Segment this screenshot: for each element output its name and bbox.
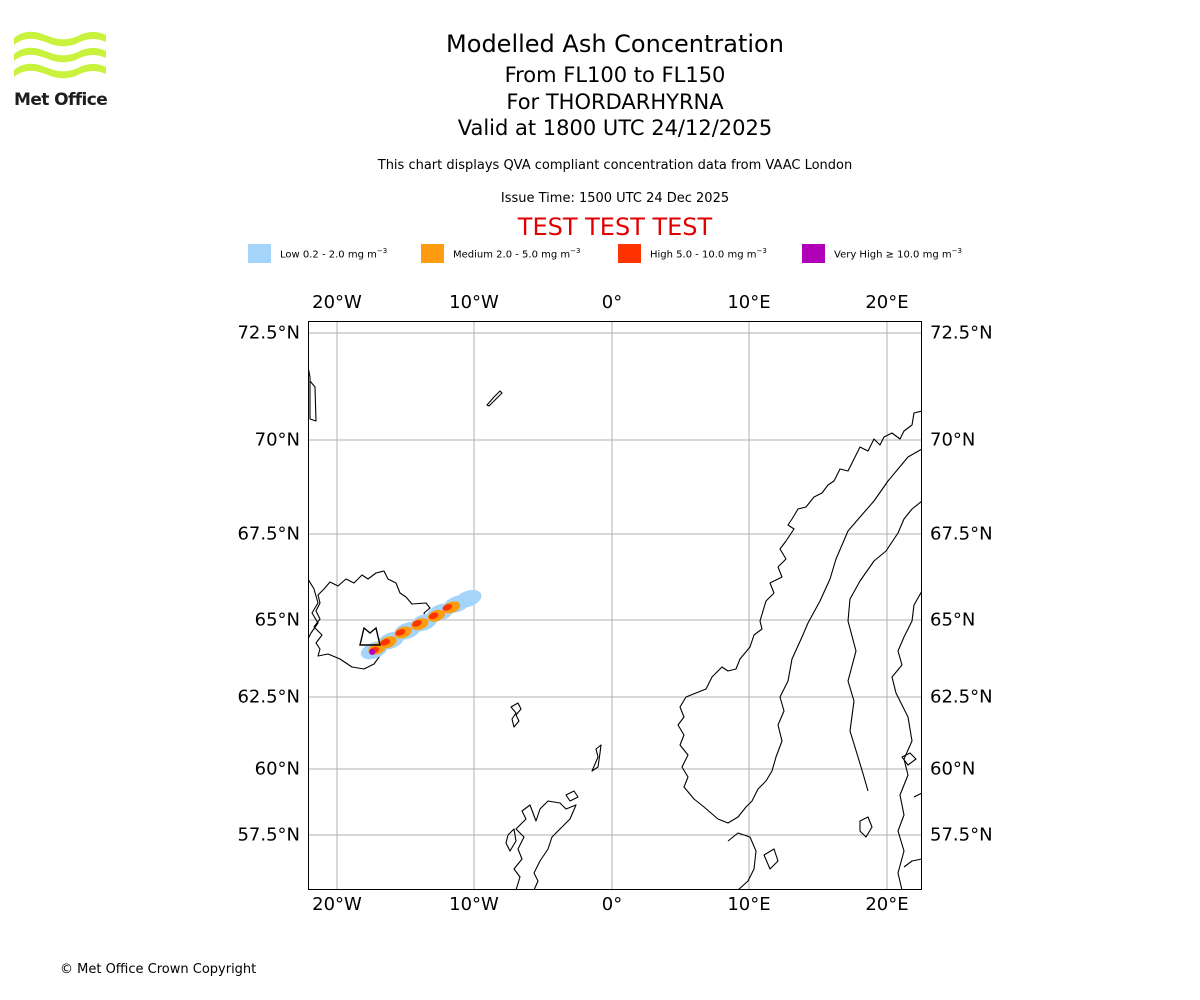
- ash-high-blob: [380, 638, 391, 646]
- legend-swatch-very-high: [802, 244, 825, 263]
- ash-high-blob: [442, 604, 453, 611]
- legend-swatch-high: [618, 244, 641, 263]
- lat-tick-left: 57.5°N: [237, 824, 300, 846]
- lon-tick-top: 10°W: [449, 292, 499, 313]
- legend-label-medium: Medium 2.0 - 5.0 mg m: [453, 249, 571, 261]
- orkney-coast: [565, 790, 579, 802]
- legend-item-high: High 5.0 - 10.0 mg m−3: [618, 244, 767, 263]
- lat-tick-left: 70°N: [254, 429, 300, 451]
- legend-label-low: Low 0.2 - 2.0 mg m: [280, 249, 377, 261]
- finland-coast: [903, 858, 922, 868]
- greenland-coast: [308, 578, 319, 640]
- map-frame: [308, 321, 922, 890]
- ash-high-blob: [395, 629, 406, 636]
- baltic-island-coast: [901, 752, 917, 766]
- legend-swatch-medium: [421, 244, 444, 263]
- lat-tick-left: 65°N: [254, 609, 300, 631]
- shetland-coast: [591, 744, 602, 772]
- jan-mayen-coast: [486, 390, 503, 407]
- legend-item-low: Low 0.2 - 2.0 mg m−3: [248, 244, 387, 263]
- lat-tick-right: 60°N: [930, 758, 976, 780]
- qva-compliance-note: This chart displays QVA compliant concen…: [377, 158, 853, 173]
- lat-tick-right: 62.5°N: [930, 686, 993, 708]
- met-office-logo: Met Office: [14, 30, 108, 112]
- ash-low-blob: [454, 589, 482, 608]
- denmark-coast: [763, 848, 779, 870]
- faroe-coast: [510, 702, 522, 728]
- ash-high-blob: [428, 612, 439, 620]
- denmark-coast: [727, 832, 757, 890]
- legend-unit-exponent: −3: [376, 246, 388, 255]
- ash-concentration-map[interactable]: [308, 321, 922, 890]
- met-office-wave-logo-icon: [14, 31, 106, 79]
- norway-coast: [677, 410, 922, 824]
- issue-time: Issue Time: 1500 UTC 24 Dec 2025: [500, 191, 730, 206]
- lat-tick-left: 67.5°N: [237, 523, 300, 545]
- legend-swatch-low: [248, 244, 271, 263]
- lat-tick-right: 65°N: [930, 609, 976, 631]
- lon-tick-bottom: 20°E: [865, 894, 909, 915]
- test-banner: TEST TEST TEST: [517, 213, 713, 241]
- legend-label-high: High 5.0 - 10.0 mg m: [650, 249, 757, 261]
- lon-tick-bottom: 0°: [601, 894, 623, 915]
- copyright: © Met Office Crown Copyright: [60, 962, 257, 977]
- lon-tick-top: 10°E: [727, 292, 771, 313]
- volcano-icon: [359, 626, 381, 646]
- chart-title: Modelled Ash Concentration: [446, 30, 784, 58]
- lat-tick-right: 57.5°N: [930, 824, 993, 846]
- graticule: [308, 321, 922, 890]
- legend-item-very-high: Very High ≥ 10.0 mg m−3: [802, 244, 962, 263]
- coastlines: [308, 366, 922, 890]
- ash-high-blob: [412, 620, 422, 627]
- legend-unit-exponent: −3: [756, 246, 767, 255]
- greenland-coast: [308, 366, 317, 422]
- logo-wordmark: Met Office: [14, 90, 108, 110]
- map-panel[interactable]: [308, 321, 922, 890]
- lat-tick-left: 72.5°N: [237, 322, 300, 344]
- scotland-coast: [513, 800, 577, 890]
- lat-tick-right: 67.5°N: [930, 523, 993, 545]
- baltic-island-coast: [859, 816, 873, 838]
- lon-tick-bottom: 20°W: [312, 894, 362, 915]
- lat-tick-right: 70°N: [930, 429, 976, 451]
- lat-tick-right: 72.5°N: [930, 322, 993, 344]
- map-background: [308, 321, 922, 890]
- ash-very-high-blob: [369, 648, 376, 655]
- volcano-marker: [359, 626, 381, 646]
- hebrides-coast: [505, 828, 517, 852]
- lon-tick-top: 20°E: [865, 292, 909, 313]
- ash-plume: [360, 589, 482, 660]
- lon-tick-bottom: 10°W: [449, 894, 499, 915]
- ash-very-high-layer: [369, 648, 376, 655]
- volcano-name: For THORDARHYRNA: [506, 90, 724, 114]
- legend-item-medium: Medium 2.0 - 5.0 mg m−3: [421, 244, 580, 263]
- legend-label-very-high: Very High ≥ 10.0 mg m: [834, 249, 952, 261]
- legend-unit-exponent: −3: [570, 246, 581, 255]
- sweden-coast: [891, 590, 922, 890]
- lon-tick-bottom: 10°E: [727, 894, 771, 915]
- flight-level-range: From FL100 to FL150: [504, 63, 726, 87]
- legend-unit-exponent: −3: [951, 246, 962, 255]
- lon-tick-top: 20°W: [312, 292, 362, 313]
- norway-coast: [847, 500, 922, 792]
- lat-tick-left: 62.5°N: [237, 686, 300, 708]
- lat-tick-left: 60°N: [254, 758, 300, 780]
- lon-tick-top: 0°: [601, 292, 623, 313]
- valid-time: Valid at 1800 UTC 24/12/2025: [457, 116, 773, 140]
- finland-coast: [913, 792, 922, 798]
